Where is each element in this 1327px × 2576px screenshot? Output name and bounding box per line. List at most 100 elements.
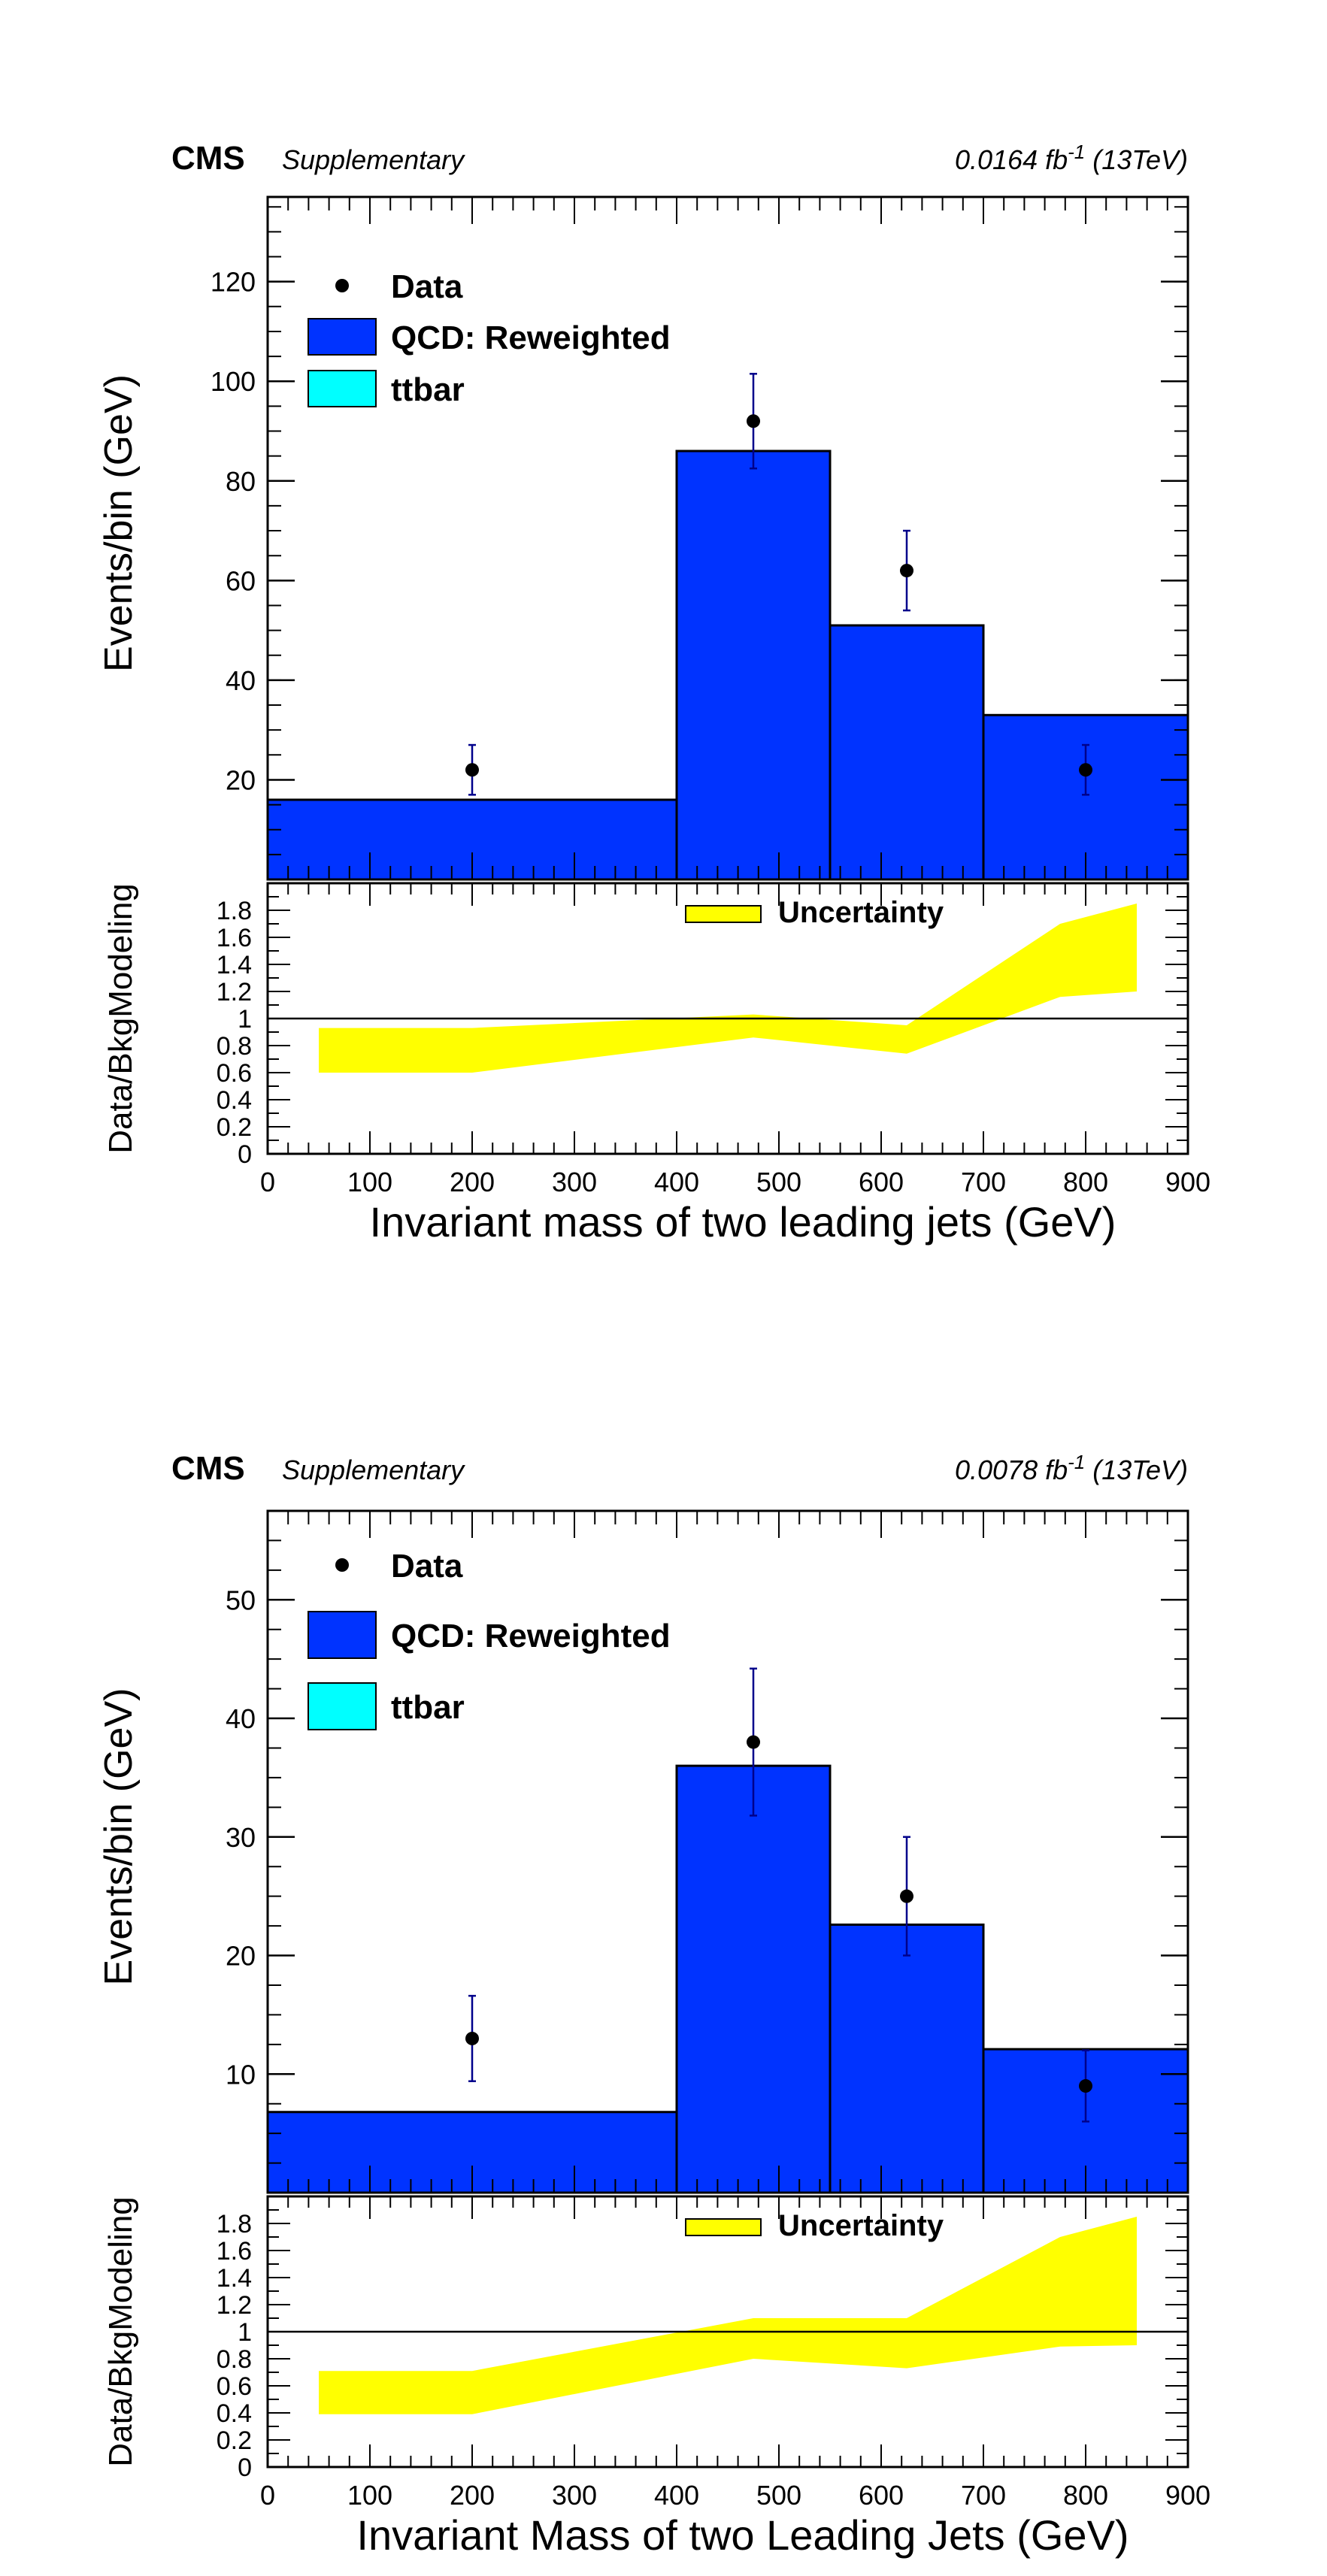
chart-panel-2: CMS Supplementary 0.0078 fb-1 (13TeV)10203… xyxy=(97,1450,1210,2559)
qcd-bar xyxy=(829,624,985,881)
legend: Data QCD: Reweighted ttbar xyxy=(308,268,671,408)
legend-data-label: Data xyxy=(391,1548,463,1585)
legend-ttbar-swatch xyxy=(308,1682,377,1730)
data-point xyxy=(747,414,760,428)
uncertainty-band xyxy=(319,2217,1137,2414)
legend-qcd-swatch xyxy=(308,1611,377,1659)
y-tick-label: 60 xyxy=(226,565,256,596)
ratio-tick-label: 1.8 xyxy=(217,897,252,925)
ratio-tick-label: 1.8 xyxy=(217,2210,252,2238)
lumi-exponent: -1 xyxy=(1068,1451,1085,1473)
x-axis-label: Invariant Mass of two Leading Jets (GeV) xyxy=(356,2511,1129,2559)
x-tick-label: 0 xyxy=(260,1167,275,1197)
x-tick-label: 900 xyxy=(1165,1167,1210,1197)
x-tick-label: 700 xyxy=(961,1167,1006,1197)
uncertainty-band xyxy=(319,904,1137,1073)
legend-data-label: Data xyxy=(391,268,463,305)
data-point xyxy=(465,763,479,777)
x-tick-label: 400 xyxy=(654,1167,699,1197)
main-plot-frame xyxy=(266,195,1189,881)
ratio-tick-label: 1 xyxy=(238,2318,252,2347)
ratio-tick-label: 1.2 xyxy=(217,2291,252,2320)
legend-qcd-label: QCD: Reweighted xyxy=(391,1618,671,1654)
x-tick-label: 500 xyxy=(756,2480,801,2511)
legend-qcd-swatch xyxy=(308,318,377,356)
y-tick-label: 100 xyxy=(211,366,256,397)
ratio-tick-label: 0 xyxy=(238,1140,252,1169)
data-point xyxy=(465,2031,479,2045)
y-tick-label: 40 xyxy=(226,1703,256,1734)
y-tick-label: 120 xyxy=(211,267,256,298)
qcd-bar xyxy=(829,1924,985,2194)
y-tick-label: 30 xyxy=(226,1822,256,1853)
x-tick-label: 500 xyxy=(756,1167,801,1197)
legend-uncertainty-swatch xyxy=(685,2218,762,2236)
y-tick-label: 20 xyxy=(226,1941,256,1972)
ratio-tick-label: 0.4 xyxy=(217,2399,252,2428)
ratio-tick-label: 1.4 xyxy=(217,2264,252,2293)
y-tick-label: 40 xyxy=(226,665,256,696)
data-point xyxy=(1079,2079,1092,2093)
qcd-bar xyxy=(675,450,832,881)
y-tick-label: 80 xyxy=(226,466,256,497)
y-axis-label: Events/bin (GeV) xyxy=(97,1688,141,1986)
qcd-bar xyxy=(982,713,1189,881)
data-point xyxy=(900,564,913,578)
x-tick-label: 600 xyxy=(859,1167,904,1197)
x-tick-label: 200 xyxy=(450,1167,495,1197)
x-tick-label: 400 xyxy=(654,2480,699,2511)
ratio-tick-label: 0.2 xyxy=(217,1113,252,1142)
legend: Data QCD: Reweighted ttbar xyxy=(308,1548,671,1730)
supplementary-label: Supplementary xyxy=(282,144,465,175)
luminosity-label: 0.0078 fb-1 (13TeV) xyxy=(955,1451,1188,1485)
legend-uncertainty-label: Uncertainty xyxy=(778,2209,944,2242)
ratio-y-axis-label: Data/BkgModeling xyxy=(102,2196,139,2467)
y-tick-label: 20 xyxy=(226,764,256,795)
x-tick-label: 0 xyxy=(260,2480,275,2511)
x-tick-label: 300 xyxy=(552,1167,597,1197)
legend-uncertainty-swatch xyxy=(685,905,762,923)
x-tick-label: 800 xyxy=(1063,2480,1108,2511)
legend-ttbar-swatch xyxy=(308,370,377,407)
ratio-tick-label: 0.2 xyxy=(217,2426,252,2455)
x-axis-label: Invariant mass of two leading jets (GeV) xyxy=(370,1198,1116,1246)
ratio-tick-label: 1.6 xyxy=(217,924,252,952)
ratio-tick-label: 0.8 xyxy=(217,1032,252,1061)
x-tick-label: 200 xyxy=(450,2480,495,2511)
y-tick-label: 10 xyxy=(226,2059,256,2090)
x-tick-label: 600 xyxy=(859,2480,904,2511)
legend-ttbar-label: ttbar xyxy=(391,1689,465,1726)
x-tick-label: 100 xyxy=(347,1167,392,1197)
data-point xyxy=(900,1889,913,1903)
legend-data-marker xyxy=(335,279,349,292)
ratio-tick-label: 0.6 xyxy=(217,2372,252,2401)
legend-uncertainty-label: Uncertainty xyxy=(778,896,944,929)
x-tick-label: 300 xyxy=(552,2480,597,2511)
data-point xyxy=(747,1735,760,1749)
supplementary-label: Supplementary xyxy=(282,1454,465,1485)
ratio-tick-label: 0 xyxy=(238,2453,252,2482)
luminosity-label: 0.0164 fb-1 (13TeV) xyxy=(955,141,1188,175)
ratio-y-axis-label: Data/BkgModeling xyxy=(102,883,139,1154)
x-tick-label: 900 xyxy=(1165,2480,1210,2511)
lumi-exponent: -1 xyxy=(1068,141,1085,163)
legend-ttbar-label: ttbar xyxy=(391,371,465,408)
x-tick-label: 100 xyxy=(347,2480,392,2511)
ratio-tick-label: 0.8 xyxy=(217,2345,252,2374)
legend-data-marker xyxy=(335,1558,349,1572)
experiment-label: CMS xyxy=(171,140,245,177)
ratio-tick-label: 1.6 xyxy=(217,2237,252,2266)
ratio-tick-label: 1.2 xyxy=(217,978,252,1006)
ratio-tick-label: 0.6 xyxy=(217,1059,252,1088)
lumi-value: 0.0164 fb xyxy=(955,144,1068,175)
x-tick-label: 800 xyxy=(1063,1167,1108,1197)
ratio-tick-label: 1.4 xyxy=(217,951,252,979)
y-tick-label: 50 xyxy=(226,1585,256,1615)
lumi-energy: (13TeV) xyxy=(1085,1454,1188,1485)
lumi-value: 0.0078 fb xyxy=(955,1454,1068,1485)
legend-qcd-label: QCD: Reweighted xyxy=(391,319,671,356)
main-plot-frame xyxy=(266,1509,1189,2194)
chart-panel-1: CMS Supplementary 0.0164 fb-1 (13TeV) 20 40 6… xyxy=(97,140,1210,1246)
ratio-tick-label: 1 xyxy=(238,1005,252,1034)
